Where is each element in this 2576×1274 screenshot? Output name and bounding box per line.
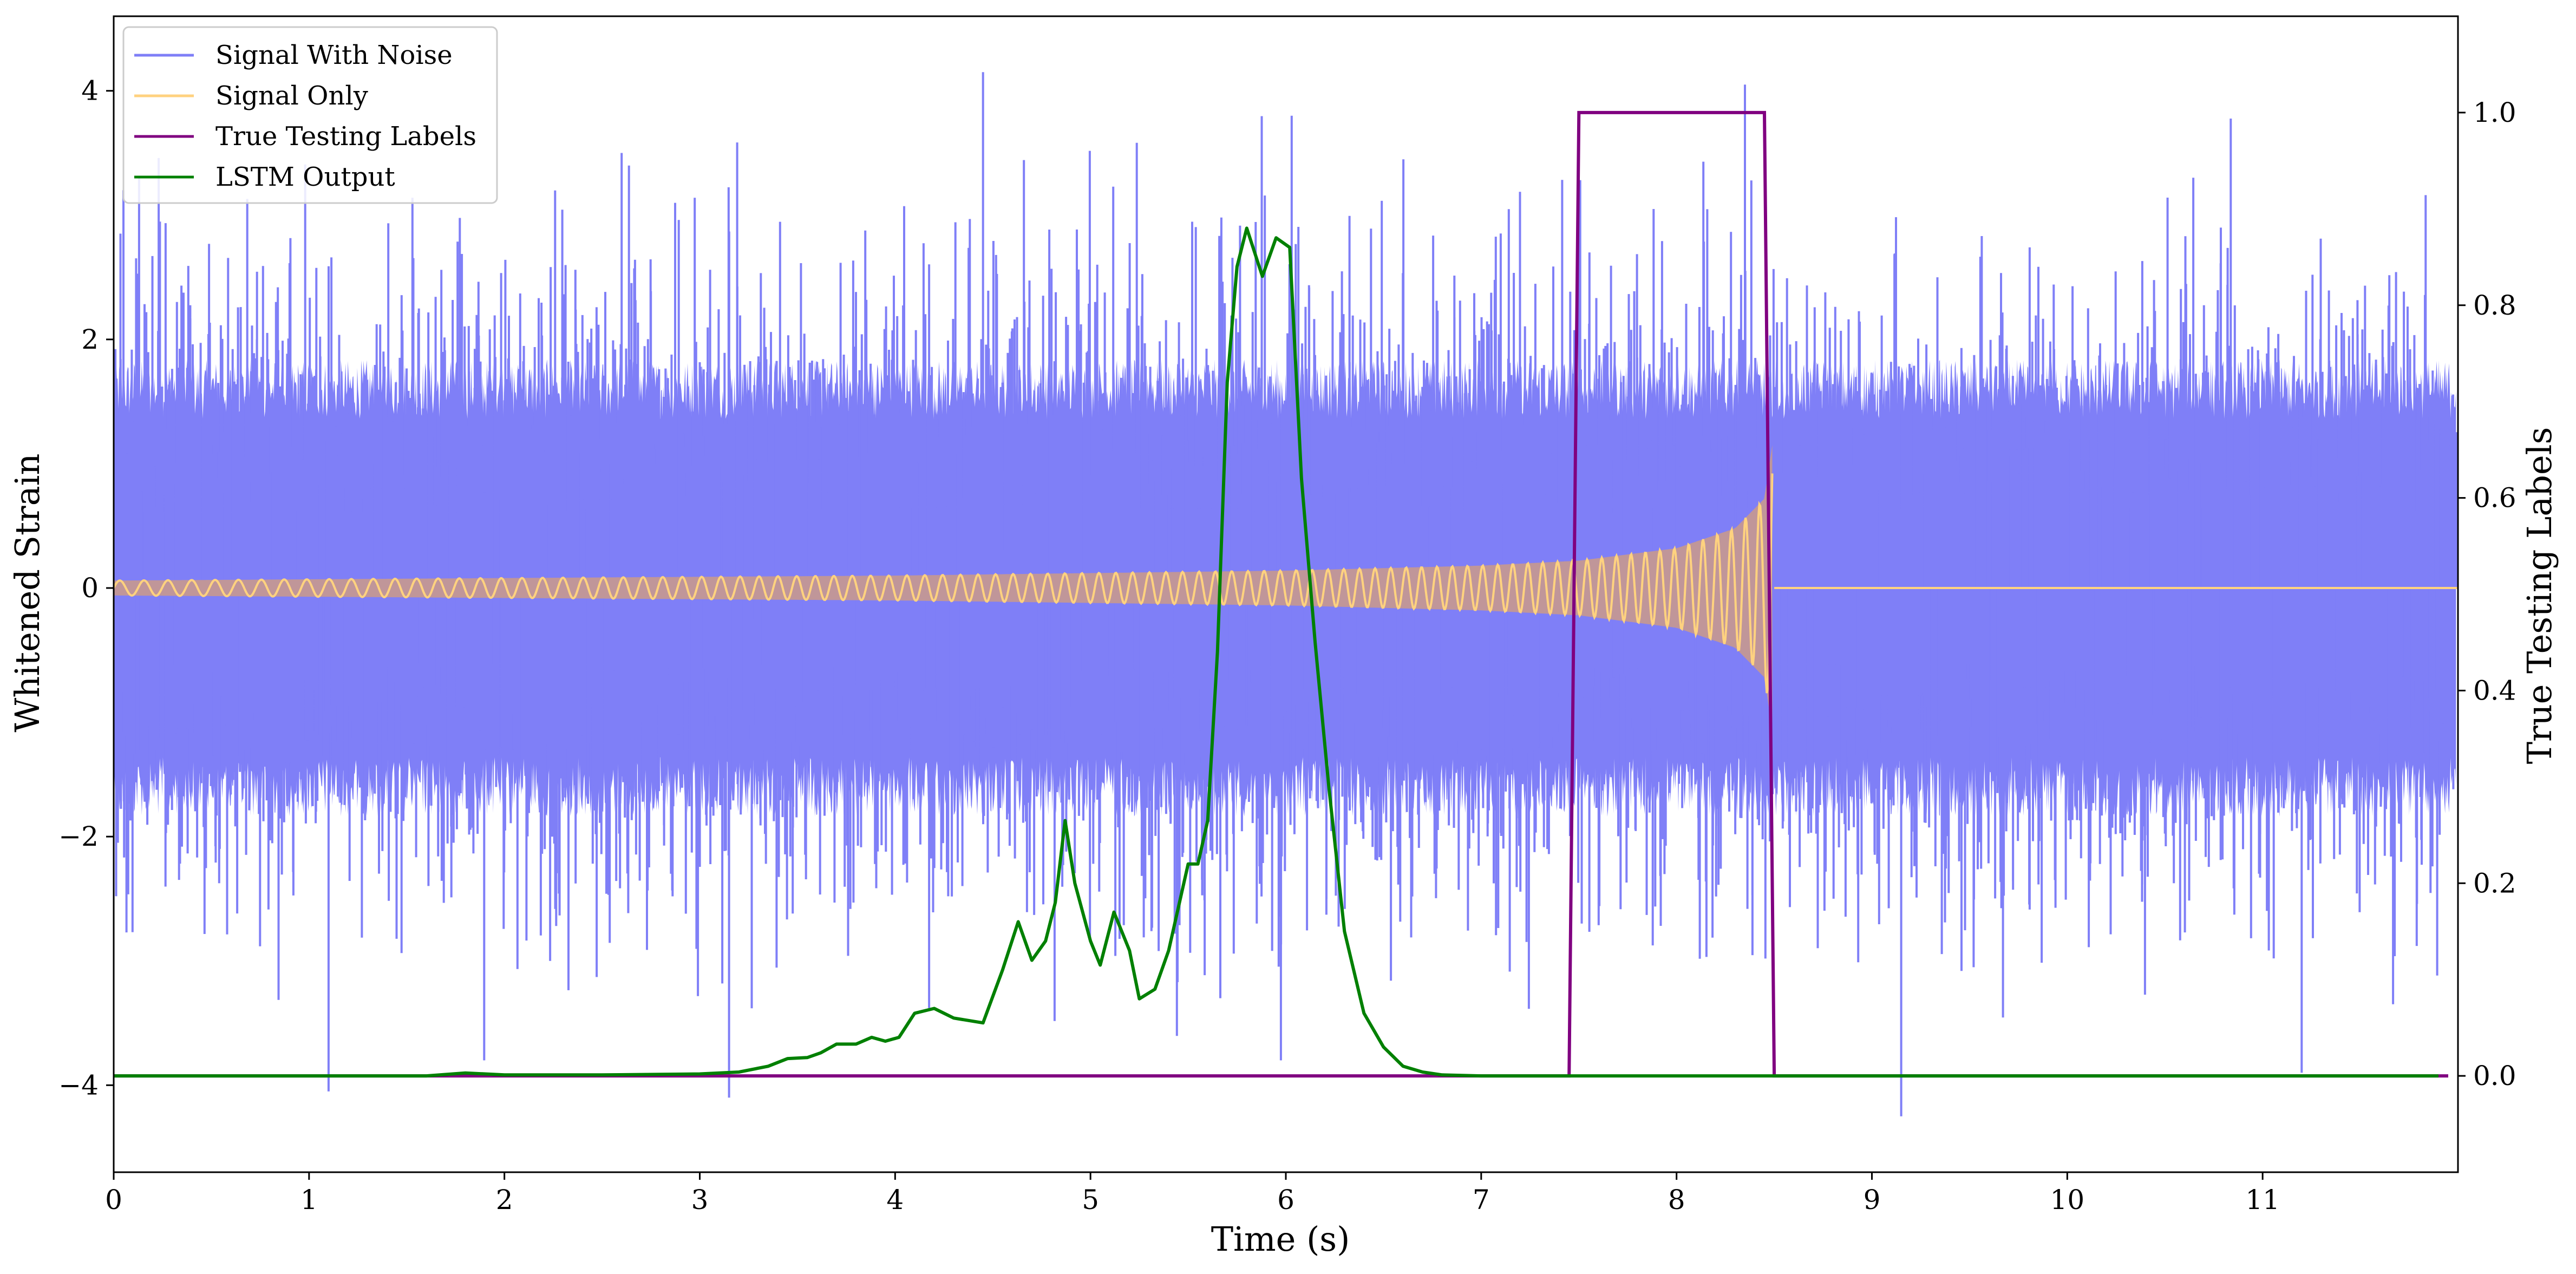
x-axis: 0 1 2 3 4 5 6 7 8 9 10 11 [105, 1172, 2280, 1216]
x-tick-label: 9 [1864, 1184, 1881, 1216]
lstm-series [114, 226, 2438, 1078]
y-right-tick-label: 0.2 [2473, 867, 2516, 899]
x-tick-label: 3 [691, 1184, 709, 1216]
y-axis-title: Whitened Strain [8, 454, 47, 733]
y-tick-label: −4 [58, 1069, 99, 1101]
y-right-tick-label: 1.0 [2473, 97, 2516, 128]
x-tick-label: 7 [1473, 1184, 1490, 1216]
x-tick-label: 8 [1668, 1184, 1685, 1216]
y-axis-right-title: True Testing Labels [2520, 427, 2559, 765]
legend-label-signal-only: Signal Only [215, 81, 368, 111]
x-tick-label: 2 [496, 1184, 513, 1216]
x-tick-label: 5 [1082, 1184, 1099, 1216]
y-axis-right: 0.0 0.2 0.4 0.6 0.8 1.0 [2458, 97, 2516, 1092]
signal-only-line [114, 473, 2458, 694]
x-tick-label: 6 [1277, 1184, 1294, 1216]
y-right-tick-label: 0.4 [2473, 675, 2516, 706]
x-tick-label: 11 [2245, 1184, 2280, 1216]
y-right-tick-label: 0.6 [2473, 482, 2516, 514]
x-tick-label: 0 [105, 1184, 122, 1216]
y-right-tick-label: 0.0 [2473, 1060, 2516, 1092]
x-tick-label: 4 [886, 1184, 904, 1216]
y-tick-label: 4 [81, 75, 99, 107]
lstm-output-line [114, 226, 2438, 1078]
x-tick-label: 1 [300, 1184, 318, 1216]
signal-only-envelope [114, 445, 1773, 731]
legend: Signal With Noise Signal Only True Testi… [122, 26, 498, 204]
signal-only-series [114, 445, 2458, 731]
y-tick-label: 0 [81, 572, 99, 604]
legend-label-signal-with-noise: Signal With Noise [215, 40, 453, 70]
legend-box [122, 26, 498, 204]
y-axis-left: −4 −2 0 2 4 [58, 75, 114, 1101]
y-tick-label: −2 [58, 821, 99, 852]
y-tick-label: 2 [81, 324, 99, 355]
x-tick-label: 10 [2050, 1184, 2085, 1216]
y-right-tick-label: 0.8 [2473, 290, 2516, 321]
legend-label-lstm-output: LSTM Output [215, 162, 395, 192]
legend-label-true-testing-labels: True Testing Labels [215, 121, 476, 152]
x-axis-title: Time (s) [1211, 1219, 1350, 1259]
